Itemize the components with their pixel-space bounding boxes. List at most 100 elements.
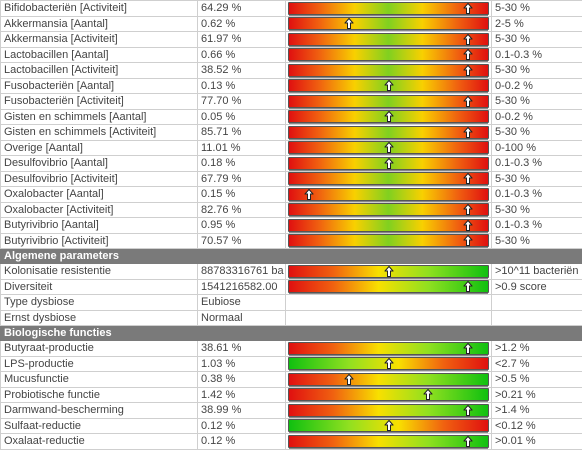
range-bar [288,48,489,62]
row-value: 85.71 % [197,124,286,141]
range-bar [288,372,489,387]
range-bar [288,156,489,171]
row-label: Lactobacillen [Activiteit] [0,62,198,79]
reference-range: 5-30 % [491,31,582,48]
range-bar-cell [285,402,492,419]
row-label: Kolonisatie resistentie [0,263,198,280]
arrow-up-icon [463,33,473,45]
row-value: 0.95 % [197,217,286,234]
row-label: Oxalobacter [Activiteit] [0,201,198,218]
range-bar-cell [285,15,492,32]
range-bar [288,187,489,202]
row-label: Gisten en schimmels [Activiteit] [0,124,198,141]
range-bar-cell [285,371,492,388]
row-label: Desulfovibrio [Activiteit] [0,170,198,187]
arrow-up-icon [463,281,473,293]
table-row: Sulfaat-reductie 0.12 % <0.12 % [0,417,582,434]
row-value: 82.76 % [197,201,286,218]
range-bar-cell [285,93,492,110]
row-label: Overige [Aantal] [0,139,198,156]
table-row: Akkermansia [Aantal] 0.62 % 2-5 % [0,15,582,32]
row-value: 38.99 % [197,402,286,419]
range-bar [288,403,489,418]
range-bar-cell [285,46,492,63]
row-value: 1.42 % [197,386,286,403]
row-label: Darmwand-bescherming [0,402,198,419]
table-row: Oxalobacter [Activiteit] 82.76 % 5-30 % [0,201,582,218]
arrow-up-icon [463,404,473,416]
arrow-up-icon [463,219,473,231]
range-bar [288,434,489,449]
reference-range [491,294,582,311]
arrow-up-icon [384,80,393,92]
reference-range: >0.5 % [491,371,582,388]
table-row: Desulfovibrio [Activiteit] 67.79 % 5-30 % [0,170,582,187]
arrow-up-icon [344,373,354,385]
range-bar [288,63,489,78]
range-bar-cell [285,201,492,218]
arrow-up-icon [463,204,473,216]
row-value: 0.18 % [197,155,286,172]
reference-range: >0.01 % [491,433,582,450]
row-value: 1541216582.00 [197,278,286,295]
section-header: Algemene parameters [0,248,582,264]
section-header: Biologische functies [0,325,582,341]
reference-range: 2-5 % [491,15,582,32]
arrow-up-icon [384,420,393,432]
arrow-up-icon [423,389,433,401]
row-value: 88783316761 ba [197,263,286,280]
range-bar [288,357,489,371]
table-row: Ernst dysbiose Normaal [0,309,582,326]
row-value: 0.13 % [197,77,286,94]
row-label: Butyraat-productie [0,340,198,357]
range-bar [288,172,489,186]
table-row: Lactobacillen [Activiteit] 38.52 % 5-30 % [0,62,582,79]
row-label: Sulfaat-reductie [0,417,198,434]
section-title: Biologische functies [0,325,582,341]
range-bar-cell [285,433,492,450]
range-bar-cell [285,186,492,203]
table-row: Akkermansia [Activiteit] 61.97 % 5-30 % [0,31,582,48]
table-row: Diversiteit 1541216582.00 >0.9 score [0,278,582,295]
range-bar-cell [285,124,492,141]
row-label: LPS-productie [0,355,198,372]
reference-range: 5-30 % [491,0,582,17]
row-label: Diversiteit [0,278,198,295]
section-title: Algemene parameters [0,248,582,264]
row-label: Gisten en schimmels [Aantal] [0,108,198,125]
range-bar [288,264,489,279]
table-row: Probiotische functie 1.42 % >0.21 % [0,386,582,403]
table-row: Oxalobacter [Aantal] 0.15 % 0.1-0.3 % [0,186,582,203]
arrow-up-icon [384,111,393,123]
row-value: 67.79 % [197,170,286,187]
range-bar [288,94,489,109]
table-row: Bifidobacteriën [Activiteit] 64.29 % 5-30 … [0,0,582,17]
arrow-up-icon [344,18,354,30]
row-value: 70.57 % [197,232,286,249]
range-bar-cell [285,232,492,249]
range-bar-cell [285,217,492,234]
range-bar-cell [285,108,492,125]
row-label: Fusobacteriën [Aantal] [0,77,198,94]
row-label: Probiotische functie [0,386,198,403]
table-row: Lactobacillen [Aantal] 0.66 % 0.1-0.3 % [0,46,582,63]
arrow-up-icon [304,188,314,200]
range-bar [288,280,489,294]
table-row: Darmwand-bescherming 38.99 % >1.4 % [0,402,582,419]
range-bar [288,419,489,433]
table-row: LPS-productie 1.03 % <2.7 % [0,355,582,372]
reference-range: 0-0.2 % [491,77,582,94]
table-row: Desulfovibrio [Aantal] 0.18 % 0.1-0.3 % [0,155,582,172]
reference-range [491,309,582,326]
reference-range: 5-30 % [491,62,582,79]
range-bar [288,110,489,124]
arrow-up-icon [463,126,473,138]
range-bar-cell [285,309,492,326]
table-row: Kolonisatie resistentie 88783316761 ba >10… [0,263,582,280]
table-row: Gisten en schimmels [Aantal] 0.05 % 0-0.2 … [0,108,582,125]
reference-range: >1.2 % [491,340,582,357]
range-bar-cell [285,294,492,311]
range-bar-cell [285,417,492,434]
row-label: Butyrivibrio [Activiteit] [0,232,198,249]
